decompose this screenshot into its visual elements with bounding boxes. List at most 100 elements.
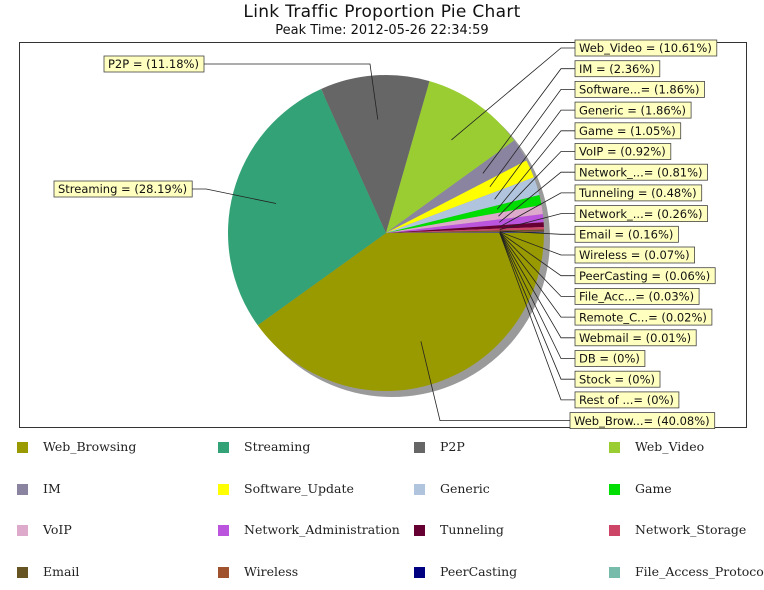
leader-line — [499, 192, 575, 228]
pie-slice-web-browsing[interactable] — [257, 233, 544, 392]
leader-line — [499, 231, 575, 256]
svg-text:Software...= (1.86%): Software...= (1.86%) — [579, 83, 699, 97]
slice-label-network-administration: Network_...= (0.81%) — [574, 163, 708, 181]
legend-label: Network_Administration — [244, 522, 400, 537]
slice-label-remote-c: Remote_C...= (0.02%) — [574, 308, 713, 326]
legend-swatch — [218, 483, 229, 495]
leader-line — [494, 109, 575, 200]
chart-subtitle: Peak Time: 2012-05-26 22:34:59 — [275, 23, 489, 38]
slice-label-software-update: Software...= (1.86%) — [574, 81, 705, 98]
svg-text:Streaming = (28.19%): Streaming = (28.19%) — [58, 182, 187, 196]
svg-text:Wireless = (0.07%): Wireless = (0.07%) — [579, 248, 690, 262]
plot-area — [19, 42, 747, 428]
pie-slice-game[interactable] — [386, 194, 542, 233]
slice-label-peercasting: PeerCasting = (0.06%) — [574, 267, 716, 285]
leader-line — [489, 89, 575, 188]
legend-swatch — [17, 566, 28, 578]
pie-slice-voip[interactable] — [386, 205, 543, 233]
legend-swatch — [609, 483, 620, 495]
legend-swatch — [609, 566, 620, 578]
slice-label-db: DB = (0%) — [574, 350, 646, 367]
pie-slice-im[interactable] — [386, 140, 527, 233]
leader-line — [499, 232, 575, 318]
pie-slice-tunneling[interactable] — [386, 222, 544, 233]
leader-line — [499, 232, 575, 297]
slice-label-tunneling: Tunneling = (0.48%) — [574, 184, 703, 202]
pie-slice-peercasting[interactable] — [386, 231, 545, 233]
slice-label-p2p: P2P = (11.18%) — [103, 55, 205, 73]
slice-label-wireless: Wireless = (0.07%) — [574, 246, 695, 264]
legend-swatch — [609, 442, 620, 453]
slice-label-stock: Stock = (0%) — [574, 370, 661, 388]
slice-label-im: IM = (2.36%) — [574, 60, 661, 78]
legend-label: VoIP — [43, 522, 72, 537]
svg-text:Tunneling = (0.48%): Tunneling = (0.48%) — [578, 186, 697, 200]
slice-label-rest-of: Rest of ...= (0%) — [574, 391, 680, 409]
legend-swatch — [414, 525, 425, 536]
svg-text:Generic = (1.86%): Generic = (1.86%) — [579, 103, 686, 117]
legend-label: Network_Storage — [635, 522, 747, 537]
legend-label: File_Access_Protocol — [635, 563, 764, 579]
leader-line — [499, 232, 575, 277]
svg-text:VoIP = (0.92%): VoIP = (0.92%) — [579, 145, 666, 159]
leader-line — [499, 171, 575, 223]
legend-label: Wireless — [244, 563, 299, 579]
leader-line — [451, 47, 575, 141]
slice-label-web-browsing: Web_Brow...= (40.08%) — [569, 412, 716, 430]
slice-label-email: Email = (0.16%) — [574, 225, 679, 243]
legend-swatch — [17, 483, 28, 495]
svg-text:Email = (0.16%): Email = (0.16%) — [579, 228, 673, 242]
leader-line — [203, 63, 379, 120]
legend-label: Tunneling — [440, 522, 504, 537]
leader-line — [496, 130, 575, 210]
leader-line — [499, 232, 575, 359]
legend-label: PeerCasting — [440, 563, 518, 579]
pie-slice-network-administration[interactable] — [386, 214, 544, 233]
svg-text:P2P = (11.18%): P2P = (11.18%) — [108, 57, 199, 71]
legend-swatch — [218, 442, 229, 453]
legend-swatch — [17, 525, 28, 536]
pie-slice-p2p[interactable] — [321, 74, 430, 233]
svg-text:Webmail = (0.01%): Webmail = (0.01%) — [579, 331, 691, 345]
slice-label-web-video: Web_Video = (10.61%) — [574, 39, 718, 57]
svg-text:Game = (1.05%): Game = (1.05%) — [579, 124, 676, 138]
legend-swatch — [609, 525, 620, 536]
legend: Web_Browsing Streaming P2P Web_Video IM Softw… — [0, 430, 764, 590]
svg-text:Network_...= (0.81%): Network_...= (0.81%) — [579, 165, 703, 179]
pie-slice-file-access-protocol[interactable] — [386, 232, 545, 233]
svg-text:Remote_C...= (0.02%): Remote_C...= (0.02%) — [579, 310, 707, 324]
pie-chart: Web_Brow...= (40.08%) Streaming = (28.19%… — [53, 39, 718, 430]
leader-line — [499, 230, 575, 235]
leader-line — [498, 151, 575, 217]
legend-swatch — [218, 566, 229, 578]
legend-label: P2P — [440, 439, 465, 454]
pie-slice-web-video[interactable] — [386, 81, 515, 233]
slice-label-generic: Generic = (1.86%) — [574, 101, 692, 119]
svg-text:Web_Brow...= (40.08%): Web_Brow...= (40.08%) — [574, 414, 710, 428]
legend-label: Generic — [440, 480, 490, 496]
pie-slice-email[interactable] — [386, 229, 544, 233]
svg-text:File_Acc...= (0.03%): File_Acc...= (0.03%) — [579, 290, 694, 304]
leader-line — [499, 232, 575, 339]
svg-text:IM = (2.36%): IM = (2.36%) — [579, 62, 655, 76]
legend-swatch — [17, 442, 28, 453]
chart-title: Link Traffic Proportion Pie Chart — [243, 2, 521, 22]
legend-label: Software_Update — [244, 480, 354, 496]
leader-line — [499, 232, 575, 401]
slice-label-game: Game = (1.05%) — [574, 122, 682, 140]
slice-label-webmail: Webmail = (0.01%) — [574, 329, 697, 347]
pie-slice-software-update[interactable] — [386, 160, 534, 233]
leader-line — [420, 341, 570, 422]
legend-label: Game — [635, 480, 672, 496]
legend-swatch — [218, 525, 229, 536]
svg-text:Rest of ...= (0%): Rest of ...= (0%) — [579, 393, 674, 407]
legend-label: IM — [43, 480, 61, 496]
pie-slice-streaming[interactable] — [227, 88, 386, 326]
leader-line — [499, 232, 575, 380]
slice-label-file-access-protocol: File_Acc...= (0.03%) — [574, 287, 700, 305]
leader-line — [499, 213, 575, 230]
legend-label: Email — [43, 563, 80, 579]
slice-label-voip: VoIP = (0.92%) — [574, 143, 672, 160]
legend-swatch — [414, 483, 425, 495]
svg-text:DB = (0%): DB = (0%) — [579, 352, 640, 366]
